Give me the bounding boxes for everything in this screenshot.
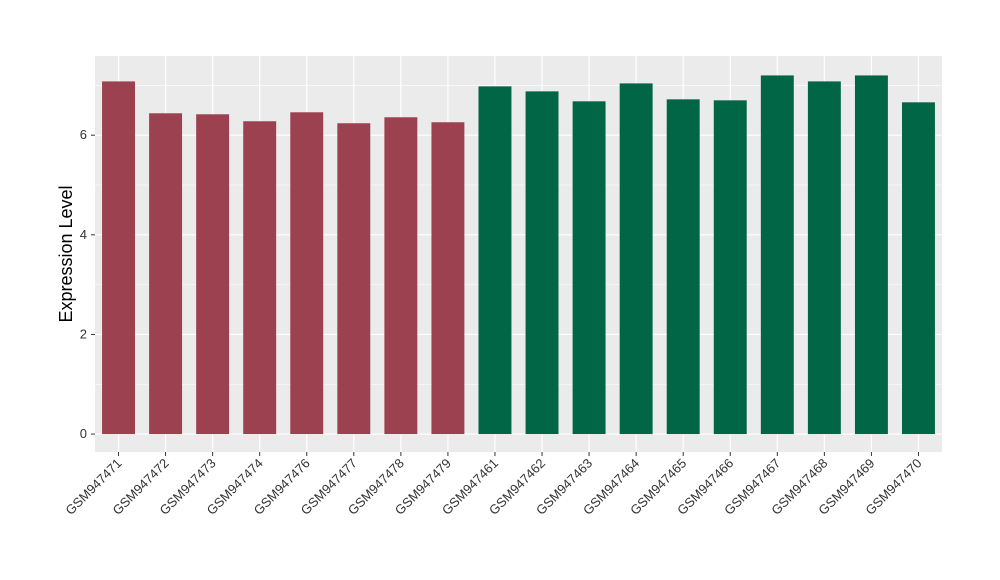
- bar-GSM947469: [854, 75, 888, 435]
- y-axis-label: Expression Level: [56, 185, 76, 322]
- bar-GSM947472: [149, 113, 183, 435]
- bar-GSM947462: [525, 91, 559, 435]
- bar-GSM947477: [337, 123, 371, 435]
- y-tick-label: 2: [80, 326, 87, 341]
- y-tick-label: 4: [80, 227, 87, 242]
- bar-GSM947479: [431, 122, 465, 435]
- bar-GSM947466: [713, 100, 747, 435]
- bar-GSM947464: [619, 83, 653, 435]
- plot-panel: [95, 56, 942, 452]
- bar-GSM947470: [902, 102, 935, 435]
- bar-GSM947474: [243, 121, 277, 435]
- bar-GSM947467: [760, 75, 794, 435]
- bar-GSM947463: [572, 101, 606, 435]
- bar-GSM947465: [666, 99, 700, 435]
- bar-GSM947468: [807, 81, 841, 435]
- bar-GSM947476: [290, 112, 324, 435]
- y-tick-label: 0: [80, 426, 87, 441]
- bar-GSM947471: [102, 81, 135, 435]
- bar-GSM947478: [384, 117, 418, 435]
- bar-GSM947473: [196, 114, 230, 435]
- bar-GSM947461: [478, 86, 512, 435]
- y-tick-label: 6: [80, 127, 87, 142]
